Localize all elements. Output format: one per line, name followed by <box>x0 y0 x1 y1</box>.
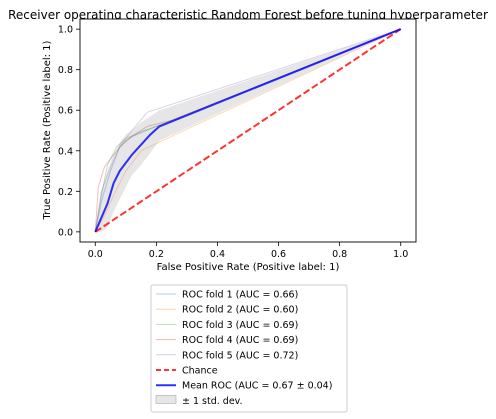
y-tick-label: 0.2 <box>58 187 73 198</box>
y-tick-label: 0.0 <box>58 227 73 238</box>
plot-frame <box>79 18 417 243</box>
y-tick-label: 0.8 <box>58 65 73 76</box>
legend-label: Chance <box>182 366 218 377</box>
x-tick-label: 0.4 <box>210 249 225 260</box>
legend-label: ROC fold 3 (AUC = 0.69) <box>182 320 298 331</box>
x-tick-label: 1.0 <box>393 249 408 260</box>
legend-label: ROC fold 4 (AUC = 0.69) <box>182 335 298 346</box>
x-tick-label: 0.2 <box>149 249 164 260</box>
chart-title: Receiver operating characteristic Random… <box>8 8 488 22</box>
legend-label: ROC fold 5 (AUC = 0.72) <box>182 350 298 361</box>
legend: ROC fold 1 (AUC = 0.66) ROC fold 2 (AUC =… <box>155 290 332 407</box>
mean-roc-line <box>94 28 402 233</box>
x-tick-label: 0.8 <box>332 249 347 260</box>
legend-box <box>150 284 348 413</box>
legend-label: ROC fold 1 (AUC = 0.66) <box>182 290 298 301</box>
main-lines-layer <box>94 28 402 233</box>
x-tick-label: 0.6 <box>271 249 286 260</box>
chance-line <box>94 28 402 233</box>
legend-label: ROC fold 2 (AUC = 0.60) <box>182 305 298 316</box>
legend-label: Mean ROC (AUC = 0.67 ± 0.04) <box>182 381 332 392</box>
x-tick-label: 0.0 <box>88 249 103 260</box>
roc-fold-4-line <box>94 28 401 232</box>
x-axis: 0.0 0.2 0.4 0.6 0.8 1.0 <box>88 242 408 260</box>
std-band-layer <box>95 29 401 232</box>
y-tick-label: 1.0 <box>58 25 73 36</box>
y-axis-label: True Positive Rate (Positive label: 1) <box>42 40 53 220</box>
legend-swatch <box>155 395 177 404</box>
roc-fold-5-line <box>94 28 401 232</box>
y-axis: 0.0 0.2 0.4 0.6 0.8 1.0 <box>58 25 80 238</box>
x-axis-label: False Positive Rate (Positive label: 1) <box>157 262 340 273</box>
std-band <box>95 29 401 232</box>
legend-label: ± 1 std. dev. <box>182 396 243 407</box>
y-tick-label: 0.4 <box>58 146 73 157</box>
y-tick-label: 0.6 <box>58 106 73 117</box>
roc-fold-2-line <box>94 28 401 233</box>
